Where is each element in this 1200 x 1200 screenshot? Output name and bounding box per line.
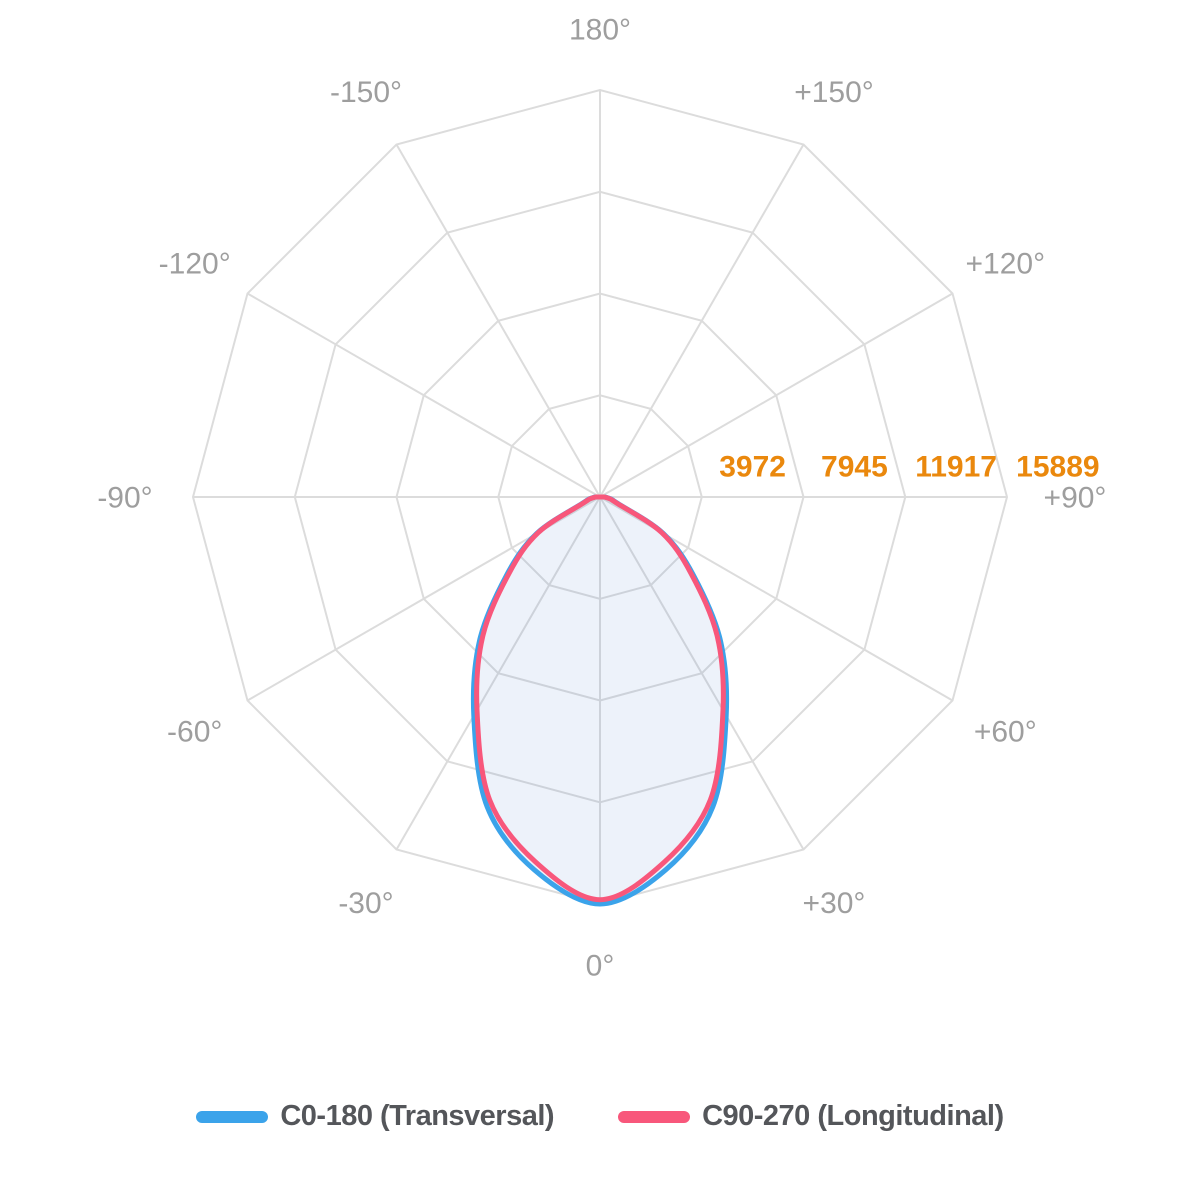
grid-spoke	[599, 144, 805, 498]
legend-swatch-c90-270	[618, 1110, 691, 1123]
series-curve-c90-270	[474, 494, 726, 903]
legend-swatch-c0-180	[196, 1110, 269, 1123]
grid-spoke	[247, 292, 601, 498]
angle-tick-label: +90°	[1044, 482, 1107, 515]
radial-tick-label: 7945	[821, 451, 888, 484]
angle-tick-label: +60°	[974, 716, 1037, 749]
grid-spoke	[599, 496, 805, 850]
grid-spoke	[395, 144, 601, 498]
legend-item-c0-180[interactable]: C0-180 (Transversal)	[196, 1100, 555, 1133]
radial-tick-label: 15889	[1016, 451, 1099, 484]
radial-tick-label: 3972	[719, 451, 786, 484]
angle-tick-label: -150°	[330, 76, 402, 109]
angle-tick-label: -90°	[97, 482, 152, 515]
legend-label-c90-270: C90-270 (Longitudinal)	[702, 1100, 1004, 1132]
grid-spoke	[599, 292, 953, 498]
angle-tick-label: -120°	[159, 248, 231, 281]
chart-legend: C0-180 (Transversal) C90-270 (Longitudin…	[0, 1100, 1200, 1133]
angle-tick-label: 0°	[586, 950, 615, 983]
legend-label-c0-180: C0-180 (Transversal)	[280, 1100, 555, 1132]
angle-tick-label: +30°	[803, 887, 866, 920]
series-curve-c0-180	[470, 494, 730, 907]
angle-tick-label: 180°	[569, 14, 631, 47]
angle-tick-label: -30°	[338, 887, 393, 920]
angle-tick-label: +120°	[966, 248, 1046, 281]
grid-spoke	[395, 496, 601, 850]
angle-tick-label: -60°	[167, 716, 222, 749]
legend-item-c90-270[interactable]: C90-270 (Longitudinal)	[618, 1100, 1004, 1133]
radial-tick-label: 11917	[915, 451, 997, 484]
angle-tick-label: +150°	[794, 76, 874, 109]
